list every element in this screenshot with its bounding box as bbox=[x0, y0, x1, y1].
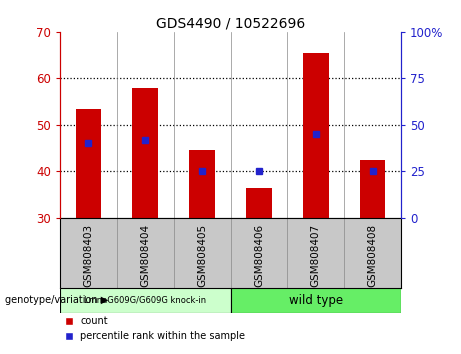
Text: GSM808405: GSM808405 bbox=[197, 223, 207, 287]
Legend: count, percentile rank within the sample: count, percentile rank within the sample bbox=[61, 312, 249, 345]
Bar bbox=[132, 88, 158, 218]
Text: wild type: wild type bbox=[289, 294, 343, 307]
Title: GDS4490 / 10522696: GDS4490 / 10522696 bbox=[156, 17, 305, 31]
Text: LmnaG609G/G609G knock-in: LmnaG609G/G609G knock-in bbox=[84, 296, 206, 305]
Text: GSM808406: GSM808406 bbox=[254, 223, 264, 287]
Bar bbox=[303, 53, 329, 218]
Text: GSM808408: GSM808408 bbox=[367, 223, 378, 287]
Bar bbox=[60, 288, 230, 313]
Text: GSM808404: GSM808404 bbox=[140, 223, 150, 287]
Text: GSM808403: GSM808403 bbox=[83, 223, 94, 287]
Bar bbox=[230, 288, 401, 313]
Text: genotype/variation ▶: genotype/variation ▶ bbox=[5, 296, 108, 306]
Bar bbox=[189, 150, 215, 218]
Bar bbox=[246, 188, 272, 218]
Bar bbox=[360, 160, 385, 218]
Text: GSM808407: GSM808407 bbox=[311, 223, 321, 287]
Bar bbox=[76, 109, 101, 218]
